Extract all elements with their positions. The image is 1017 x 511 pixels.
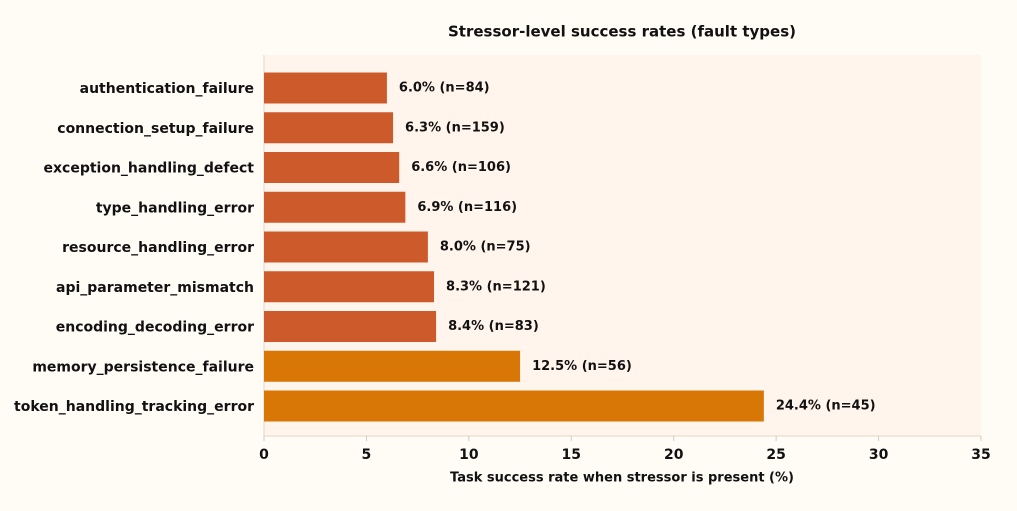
x-tick-label: 25: [766, 447, 785, 463]
value-label: 12.5% (n=56): [532, 359, 632, 374]
value-label: 8.0% (n=75): [440, 240, 531, 255]
value-label: 6.3% (n=159): [405, 120, 505, 135]
bar: [264, 231, 428, 263]
x-tick-label: 0: [259, 447, 269, 463]
y-tick-label: resource_handling_error: [62, 240, 254, 256]
x-tick-label: 15: [562, 447, 581, 463]
y-tick-label: memory_persistence_failure: [32, 359, 254, 375]
y-tick-label: encoding_decoding_error: [56, 320, 254, 336]
bar: [264, 191, 406, 223]
bar: [264, 271, 435, 303]
bar: [264, 350, 521, 382]
value-label: 6.9% (n=116): [417, 200, 517, 215]
bar: [264, 112, 394, 144]
value-label: 6.0% (n=84): [399, 81, 490, 96]
value-label: 8.4% (n=83): [448, 319, 539, 334]
bar: [264, 72, 387, 104]
x-tick-label: 5: [362, 447, 372, 463]
bar: [264, 311, 437, 342]
value-label: 8.3% (n=121): [446, 279, 546, 294]
bar: [264, 390, 764, 422]
x-tick-label: 35: [971, 447, 990, 463]
y-tick-label: type_handling_error: [96, 200, 254, 216]
chart-title: Stressor-level success rates (fault type…: [448, 23, 796, 41]
x-tick-label: 30: [869, 447, 889, 463]
y-tick-label: connection_setup_failure: [57, 121, 254, 137]
value-label: 24.4% (n=45): [776, 399, 876, 414]
bar: [264, 152, 400, 183]
y-tick-label: exception_handling_defect: [44, 161, 255, 177]
x-tick-label: 10: [459, 447, 479, 463]
y-tick-label: authentication_failure: [80, 81, 254, 97]
value-label: 6.6% (n=106): [411, 160, 511, 175]
x-axis-label: Task success rate when stressor is prese…: [450, 471, 794, 486]
y-tick-label: token_handling_tracking_error: [14, 399, 254, 415]
y-tick-label: api_parameter_mismatch: [56, 280, 254, 296]
x-tick-label: 20: [664, 447, 684, 463]
